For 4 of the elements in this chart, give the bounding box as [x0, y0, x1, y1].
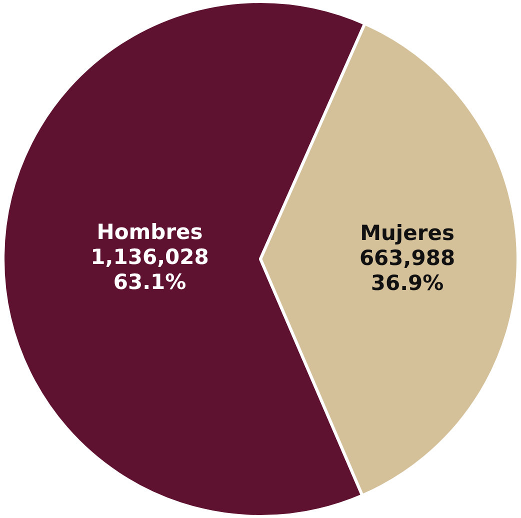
slice-label: Mujeres [360, 221, 454, 246]
slice-label: Hombres [96, 220, 203, 244]
data-label: 663,988 36.9% [359, 246, 456, 296]
data-label: 1,136,028 63.1% [90, 244, 209, 294]
